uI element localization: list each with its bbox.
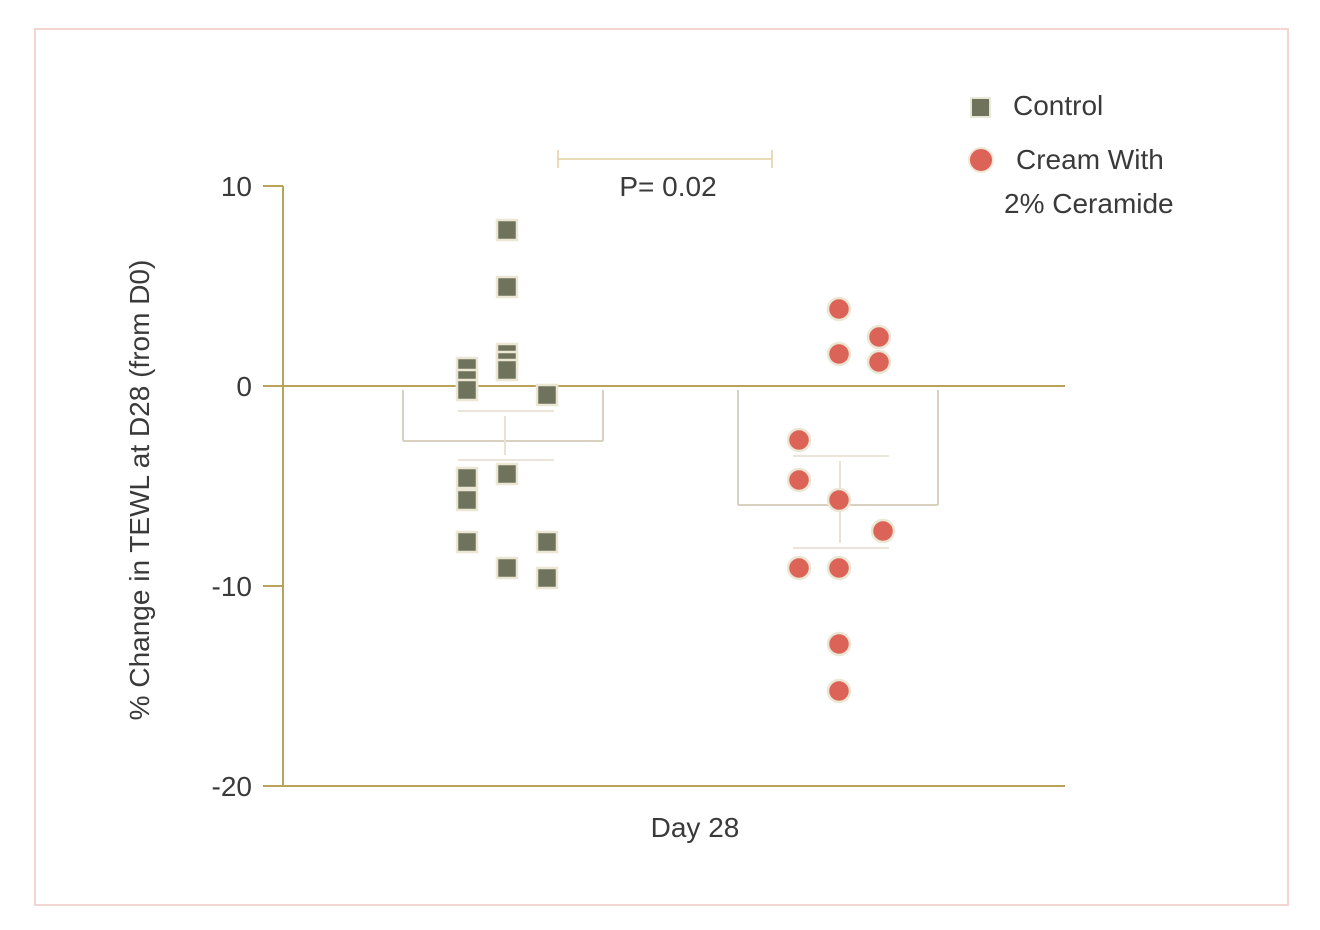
y-tick-label: -10 (211, 571, 252, 602)
y-tick-label: 0 (236, 371, 252, 402)
legend-label: Control (1013, 90, 1104, 121)
legend-item-cream: Cream With 2% Ceramide (968, 138, 1174, 226)
group-bracket-cream (737, 390, 939, 549)
series-control-points (455, 218, 559, 590)
y-axis-label: % Change in TEWL at D28 (from D0) (124, 259, 155, 721)
x-axis-label: Day 28 (650, 812, 740, 843)
legend-label: Cream With 2% Ceramide (1004, 144, 1174, 219)
y-tick-label: -20 (211, 771, 252, 802)
p-value-annotation: P= 0.02 (619, 171, 717, 202)
y-axis (263, 185, 1065, 787)
y-tick-label: 10 (220, 171, 252, 202)
significance-bracket (557, 150, 773, 168)
group-bracket-control (402, 390, 604, 461)
chart-frame (34, 28, 1289, 906)
legend-item-control: Control (968, 84, 1174, 128)
series-cream-points (786, 296, 896, 704)
circle-icon (968, 147, 994, 173)
legend: Control Cream With 2% Ceramide (968, 84, 1174, 226)
square-icon (970, 97, 991, 118)
